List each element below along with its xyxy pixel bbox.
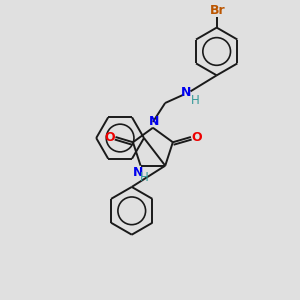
Text: O: O (104, 130, 115, 143)
Text: N: N (181, 86, 191, 99)
Text: O: O (191, 130, 202, 143)
Text: N: N (133, 166, 143, 178)
Text: H: H (140, 171, 148, 184)
Text: Br: Br (210, 4, 226, 16)
Text: N: N (149, 115, 160, 128)
Text: H: H (190, 94, 199, 106)
